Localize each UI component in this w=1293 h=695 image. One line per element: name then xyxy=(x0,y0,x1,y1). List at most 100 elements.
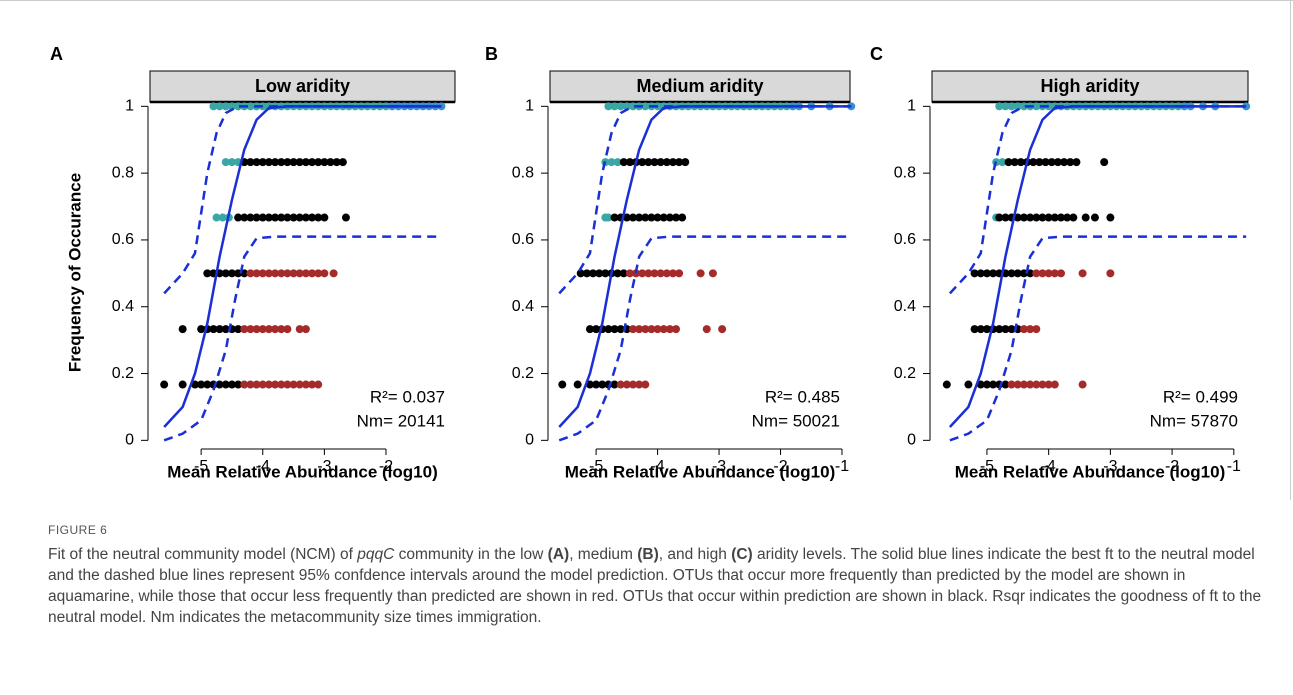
point xyxy=(320,158,329,167)
point xyxy=(209,102,218,111)
figure-caption: Fit of the neutral community model (NCM)… xyxy=(48,544,1273,628)
point xyxy=(625,269,634,278)
point xyxy=(252,213,261,222)
annotation: Nm= 20141 xyxy=(357,411,445,430)
point xyxy=(681,158,690,167)
point xyxy=(998,158,1007,167)
y-tick-label: 0.8 xyxy=(894,164,916,181)
y-tick-label: 0 xyxy=(907,432,916,449)
point xyxy=(295,380,304,389)
point xyxy=(995,325,1004,334)
point xyxy=(995,102,1004,111)
point xyxy=(289,269,298,278)
annotation: Nm= 50021 xyxy=(752,411,840,430)
point xyxy=(653,213,662,222)
point xyxy=(1050,213,1059,222)
ci-line xyxy=(558,235,852,442)
point xyxy=(326,158,335,167)
caption-ref: (C) xyxy=(731,546,753,563)
point xyxy=(982,325,991,334)
point xyxy=(665,325,674,334)
y-tick-label: 0.4 xyxy=(894,298,916,315)
point xyxy=(641,102,650,111)
point xyxy=(221,380,230,389)
point xyxy=(178,380,187,389)
ci-line xyxy=(949,235,1247,442)
point xyxy=(320,213,329,222)
point xyxy=(1050,380,1059,389)
point xyxy=(964,380,973,389)
point xyxy=(1001,102,1010,111)
point xyxy=(271,213,280,222)
annotation: R²= 0.499 xyxy=(1163,387,1238,406)
point xyxy=(668,269,677,278)
point xyxy=(675,158,684,167)
point xyxy=(246,269,255,278)
point xyxy=(203,380,212,389)
point xyxy=(604,102,613,111)
point xyxy=(277,380,286,389)
point xyxy=(178,325,187,334)
point xyxy=(295,269,304,278)
point xyxy=(271,380,280,389)
point xyxy=(622,213,631,222)
x-tick-label: -1 xyxy=(1227,458,1241,475)
point xyxy=(227,269,236,278)
y-tick-label: 0.4 xyxy=(512,298,534,315)
point xyxy=(1047,158,1056,167)
facet-header xyxy=(931,70,1249,103)
point xyxy=(1038,213,1047,222)
point xyxy=(662,158,671,167)
point xyxy=(589,269,598,278)
caption-text: Fit of the neutral community model (NCM)… xyxy=(48,546,358,563)
y-tick-label: 0.2 xyxy=(894,365,916,382)
point xyxy=(329,269,338,278)
point xyxy=(289,380,298,389)
annotation: R²= 0.037 xyxy=(370,387,445,406)
facet-header xyxy=(549,70,851,103)
point xyxy=(301,325,310,334)
x-tick-label: -4 xyxy=(1042,458,1056,475)
point xyxy=(1032,325,1041,334)
point xyxy=(246,158,255,167)
point xyxy=(283,158,292,167)
point xyxy=(1081,213,1090,222)
point xyxy=(641,213,650,222)
point xyxy=(234,325,243,334)
point xyxy=(1044,380,1053,389)
point xyxy=(258,158,267,167)
point xyxy=(246,380,255,389)
figure-label: FIGURE 6 xyxy=(48,523,108,537)
point xyxy=(215,325,224,334)
fit-line xyxy=(558,105,852,428)
point xyxy=(616,380,625,389)
point xyxy=(283,269,292,278)
point xyxy=(271,325,280,334)
point xyxy=(641,380,650,389)
point xyxy=(221,158,230,167)
point xyxy=(1001,380,1010,389)
point xyxy=(976,325,985,334)
point xyxy=(647,325,656,334)
x-tick-label: -3 xyxy=(317,458,331,475)
point xyxy=(696,269,705,278)
point xyxy=(295,158,304,167)
ci-line xyxy=(948,105,1247,295)
point xyxy=(209,325,218,334)
y-tick-label: 1 xyxy=(525,98,534,115)
point xyxy=(234,380,243,389)
point xyxy=(197,325,206,334)
y-tick-label: 0.6 xyxy=(512,231,534,248)
point xyxy=(635,213,644,222)
point xyxy=(1001,213,1010,222)
point xyxy=(227,102,236,111)
point xyxy=(221,269,230,278)
point xyxy=(656,269,665,278)
x-tick-label: -2 xyxy=(1165,458,1179,475)
ci-line xyxy=(163,235,442,442)
point xyxy=(1007,380,1016,389)
point xyxy=(258,380,267,389)
point xyxy=(1019,213,1028,222)
